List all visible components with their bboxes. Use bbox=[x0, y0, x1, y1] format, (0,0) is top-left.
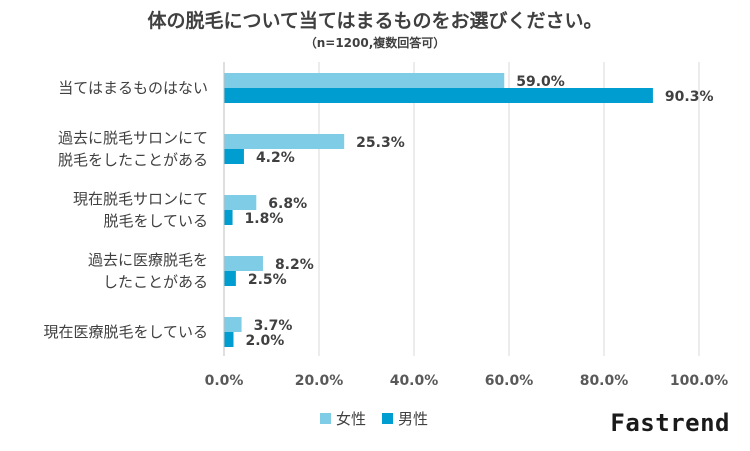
bar-female bbox=[224, 317, 242, 332]
x-tick-label: 0.0% bbox=[205, 373, 244, 389]
x-tick-label: 40.0% bbox=[390, 373, 439, 389]
legend-label: 女性 bbox=[336, 410, 366, 428]
chart-subtitle: （n=1200,複数回答可） bbox=[304, 36, 446, 50]
bar-male bbox=[224, 271, 236, 286]
legend-label: 男性 bbox=[398, 410, 428, 428]
data-label: 2.5% bbox=[248, 272, 287, 288]
bar-male bbox=[224, 210, 233, 225]
category-label: 脱毛をしたことがある bbox=[58, 151, 208, 169]
data-label: 6.8% bbox=[268, 196, 307, 212]
bar-female bbox=[224, 73, 505, 88]
bar-male bbox=[224, 88, 653, 103]
data-label: 90.3% bbox=[665, 89, 714, 105]
data-label: 25.3% bbox=[356, 135, 405, 151]
category-label: 現在医療脱毛をしている bbox=[43, 323, 208, 341]
x-tick-label: 20.0% bbox=[295, 373, 344, 389]
category-label: 過去に医療脱毛を bbox=[88, 251, 208, 269]
legend-swatch bbox=[320, 413, 331, 424]
category-label: 脱毛をしている bbox=[103, 212, 208, 230]
legend-swatch bbox=[382, 413, 393, 424]
category-label: 当てはまるものはない bbox=[58, 79, 208, 97]
category-label: したことがある bbox=[103, 273, 208, 291]
data-label: 2.0% bbox=[246, 333, 285, 349]
data-label: 4.2% bbox=[256, 150, 295, 166]
chart-title: 体の脱毛について当てはまるものをお選びください。 bbox=[147, 10, 603, 32]
x-tick-label: 100.0% bbox=[670, 373, 728, 389]
data-label: 8.2% bbox=[275, 257, 314, 273]
x-tick-label: 60.0% bbox=[485, 373, 534, 389]
category-label: 現在脱毛サロンにて bbox=[73, 190, 208, 208]
bar-female bbox=[224, 134, 345, 149]
x-tick-label: 80.0% bbox=[580, 373, 629, 389]
bar-male bbox=[224, 332, 234, 347]
data-label: 1.8% bbox=[245, 211, 284, 227]
category-label: 過去に脱毛サロンにて bbox=[58, 129, 208, 147]
data-label: 3.7% bbox=[254, 318, 293, 334]
bar-female bbox=[224, 256, 263, 271]
data-label: 59.0% bbox=[516, 74, 565, 90]
bar-male bbox=[224, 149, 244, 164]
brand-logo: Fastrend bbox=[610, 409, 730, 437]
bar-female bbox=[224, 195, 257, 210]
